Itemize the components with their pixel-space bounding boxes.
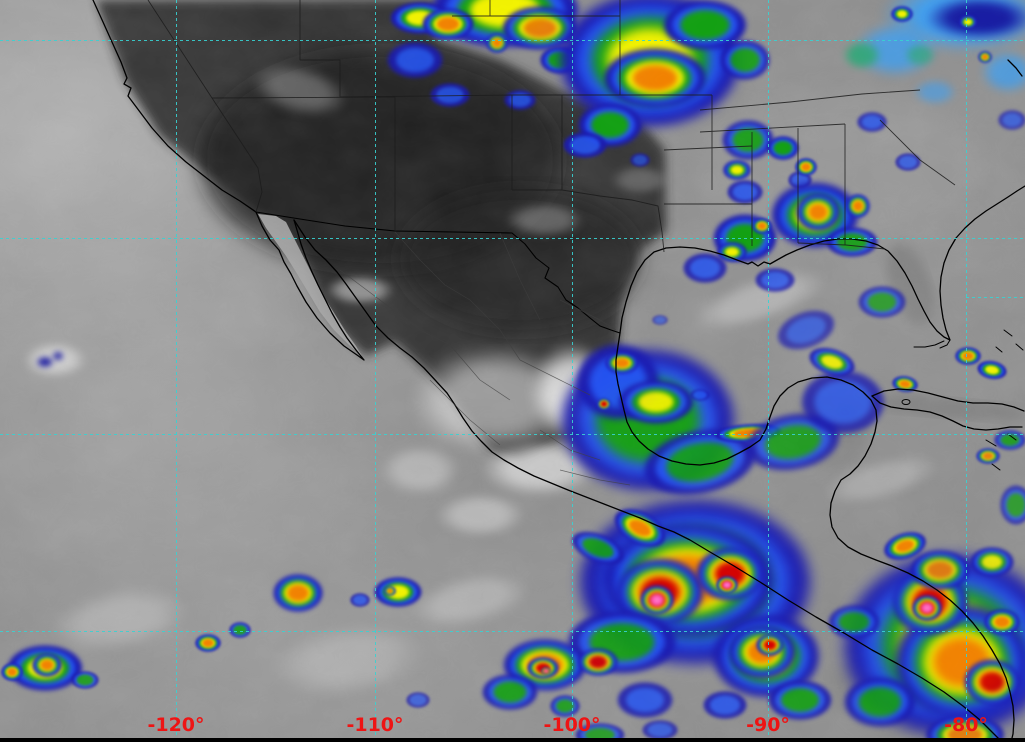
sector-seam-line: [966, 297, 1025, 298]
longitude-label: -110°: [346, 714, 404, 736]
latitude-gridline: [0, 434, 1025, 435]
longitude-gridline: [375, 0, 376, 742]
longitude-gridline: [572, 0, 573, 742]
longitude-gridline: [176, 0, 177, 742]
coastline: [92, 0, 1025, 742]
longitude-gridline: [966, 0, 967, 742]
longitude-label: -90°: [746, 714, 790, 736]
longitude-gridline: [768, 0, 769, 742]
longitude-label: -80°: [944, 714, 988, 736]
latitude-gridline: [0, 631, 1025, 632]
longitude-label: -120°: [147, 714, 205, 736]
mexican-state-borders: [339, 231, 631, 486]
us-mexico-border: [255, 211, 621, 334]
latitude-gridline: [0, 238, 1025, 239]
latitude-gridline: [0, 40, 1025, 41]
bottom-letterbox-bar: [0, 738, 1025, 742]
state-borders: [147, 0, 956, 253]
longitude-label: -100°: [543, 714, 601, 736]
